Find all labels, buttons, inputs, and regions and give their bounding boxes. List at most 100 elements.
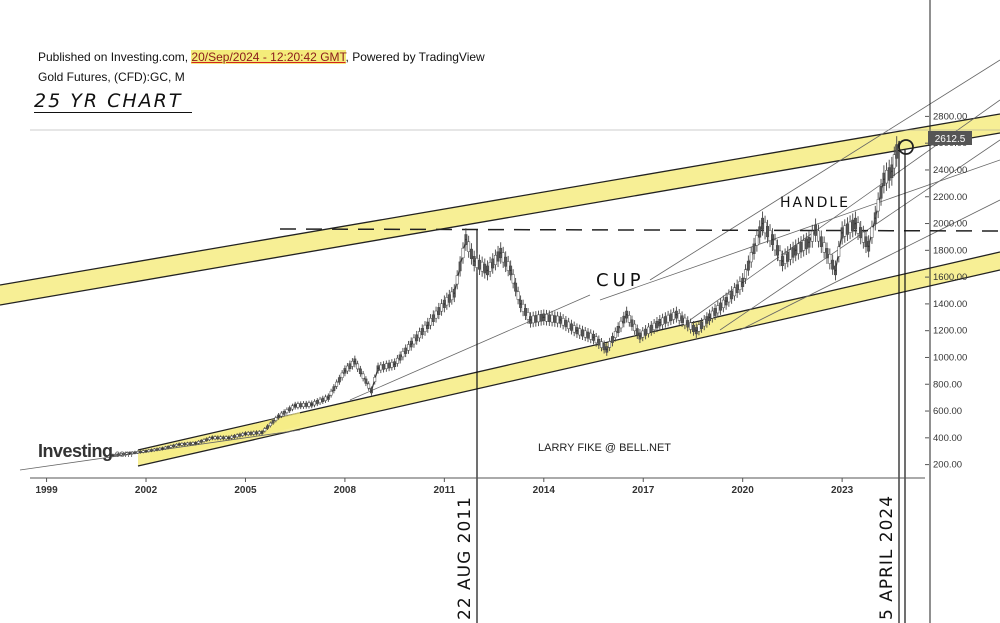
candle-body xyxy=(166,446,170,449)
data-point xyxy=(112,454,114,457)
candle-body xyxy=(480,261,484,272)
candle-body xyxy=(666,314,670,323)
candle-body xyxy=(255,431,258,435)
candle-body xyxy=(663,316,667,324)
candle-body xyxy=(766,226,769,238)
candle-body xyxy=(796,243,800,254)
last-price-label: 2612.5 xyxy=(935,134,966,145)
data-point xyxy=(161,447,164,450)
candle-body xyxy=(282,410,286,415)
candle-body xyxy=(828,253,832,264)
data-point xyxy=(261,431,263,434)
candle-body xyxy=(219,436,223,440)
lower-channel-top-line xyxy=(137,251,1000,451)
data-point xyxy=(443,303,446,305)
candle-body xyxy=(384,363,388,369)
candle-body xyxy=(249,431,253,435)
data-point xyxy=(377,367,379,369)
data-point xyxy=(695,329,698,332)
data-point xyxy=(178,443,180,446)
candle-body xyxy=(892,154,896,169)
data-point xyxy=(542,316,545,319)
candle-body xyxy=(418,331,421,339)
y-tick-label: 1000.00 xyxy=(933,352,967,363)
candle-body xyxy=(569,323,573,331)
data-point xyxy=(145,450,147,453)
data-point xyxy=(761,222,764,225)
candle-body xyxy=(613,331,617,338)
candle-body xyxy=(644,328,648,336)
candle-body xyxy=(887,167,891,181)
candle-body xyxy=(169,445,173,448)
candle-body xyxy=(152,448,156,451)
candle-body xyxy=(843,225,847,237)
data-point xyxy=(228,437,230,439)
candle-body xyxy=(238,433,242,437)
candle-body xyxy=(296,403,300,408)
candle-body xyxy=(268,422,272,427)
candle-body xyxy=(504,256,508,267)
candle-body xyxy=(831,259,835,270)
candle-body xyxy=(758,226,762,238)
candle-body xyxy=(611,336,614,343)
data-point xyxy=(559,319,562,321)
candle-body xyxy=(848,221,852,233)
candle-body xyxy=(367,383,371,389)
data-point xyxy=(519,303,522,305)
candle-body xyxy=(652,322,656,331)
data-point xyxy=(725,300,727,303)
data-point xyxy=(277,415,280,418)
price-series xyxy=(111,136,900,457)
data-point xyxy=(605,348,608,351)
candle-body xyxy=(469,248,473,259)
candle-body xyxy=(429,318,432,326)
candle-body xyxy=(622,315,626,324)
candle-body xyxy=(817,230,820,242)
candle-body xyxy=(810,230,814,242)
candle-body xyxy=(163,446,167,449)
trend-channels xyxy=(0,113,1000,467)
candle-body xyxy=(445,297,449,306)
candle-body xyxy=(321,397,325,402)
candle-body xyxy=(216,436,220,440)
candle-body xyxy=(455,275,459,285)
candle-body xyxy=(404,347,408,354)
data-point xyxy=(781,260,784,262)
candle-body xyxy=(524,308,528,316)
candle-body xyxy=(705,316,709,324)
candle-body xyxy=(288,407,292,412)
candle-body xyxy=(616,326,620,334)
x-tick-label: 2014 xyxy=(533,485,556,496)
candle-body xyxy=(434,310,438,319)
candle-body xyxy=(744,269,747,279)
candle-body xyxy=(547,314,551,322)
candle-body xyxy=(122,452,126,455)
candle-body xyxy=(382,364,386,370)
candle-body xyxy=(119,453,123,456)
candle-body xyxy=(141,450,145,453)
data-point xyxy=(794,249,797,252)
candle-body xyxy=(302,403,305,408)
candle-body xyxy=(773,239,777,251)
data-point xyxy=(808,241,810,244)
candle-body xyxy=(395,357,399,364)
candle-body xyxy=(602,343,606,351)
x-tick-label: 2020 xyxy=(732,485,755,496)
candle-body xyxy=(655,320,659,329)
candle-body xyxy=(213,436,217,440)
candle-body xyxy=(845,223,849,235)
candle-body xyxy=(290,405,294,410)
x-tick-label: 2011 xyxy=(434,485,456,496)
candle-body xyxy=(420,328,424,336)
y-tick-label: 1600.00 xyxy=(933,272,967,283)
candle-body xyxy=(763,221,767,234)
author-credit: LARRY FIKE @ BELL.NET xyxy=(538,442,672,454)
data-point xyxy=(370,390,373,392)
candle-body xyxy=(241,433,245,436)
candle-body xyxy=(147,449,151,452)
candle-body xyxy=(356,363,360,370)
upper-channel-bottom-line xyxy=(0,132,1000,306)
candle-body xyxy=(197,441,200,444)
candle-body xyxy=(332,386,336,392)
data-point xyxy=(327,396,330,399)
